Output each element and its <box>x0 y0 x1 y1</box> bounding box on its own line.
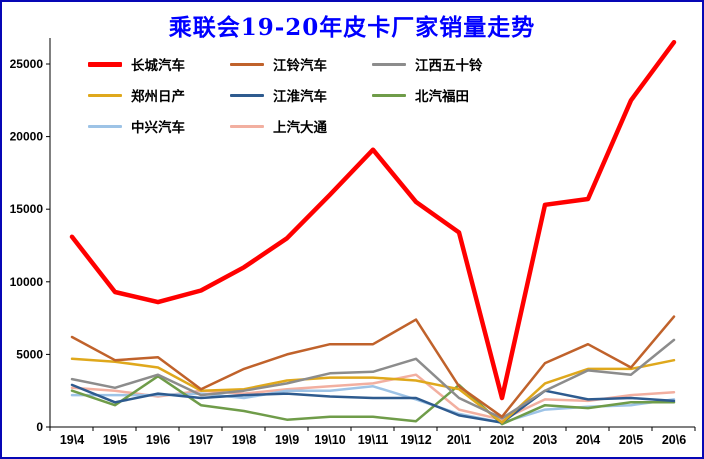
x-axis-label: 19\8 <box>232 433 256 447</box>
legend-item-shangqi-datong: 上汽大通 <box>230 116 372 136</box>
legend-item-beiqi-futian: 北汽福田 <box>372 85 522 105</box>
legend-label-zhongxing: 中兴汽车 <box>131 120 185 135</box>
x-axis-label: 20\2 <box>490 433 514 447</box>
changcheng-legend-swatch <box>88 61 122 67</box>
legend-item-zhongxing: 中兴汽车 <box>88 116 230 136</box>
x-axis-label: 19\6 <box>146 433 170 447</box>
legend-label-jianghuai: 江淮汽车 <box>273 89 327 104</box>
jianghuai-legend-swatch <box>230 93 264 97</box>
changcheng-series-line <box>69 39 677 401</box>
y-axis-label: 0 <box>36 420 43 434</box>
zhongxing-legend-swatch <box>88 124 122 128</box>
zhengzhou-richan-series-line <box>70 357 676 424</box>
y-axis-label: 5000 <box>16 347 43 361</box>
x-axis-label: 20\5 <box>619 433 643 447</box>
legend-item-jianghuai: 江淮汽车 <box>230 85 372 105</box>
legend-label-beiqi-futian: 北汽福田 <box>415 89 469 104</box>
x-axis-label: 20\6 <box>662 433 686 447</box>
y-axis-label: 10000 <box>10 275 44 289</box>
x-axis-label: 19\10 <box>314 433 345 447</box>
x-axis-label: 19\4 <box>60 433 84 447</box>
jiangxi-wushiling-series-line <box>70 338 676 420</box>
x-axis-label: 20\1 <box>447 433 471 447</box>
jianghuai-series-line <box>70 383 676 424</box>
legend-label-jiangling: 江铃汽车 <box>273 58 327 73</box>
legend-item-changcheng: 长城汽车 <box>88 54 230 74</box>
legend-item-jiangling: 江铃汽车 <box>230 54 372 74</box>
y-axis-label: 25000 <box>10 57 44 71</box>
x-axis-label: 19\12 <box>400 433 431 447</box>
chart-legend: 长城汽车 江铃汽车 江西五十铃郑州日产 江淮汽车 北汽福田中兴汽车 上汽大通 <box>88 54 522 136</box>
beiqi-futian-legend-swatch <box>372 93 406 97</box>
y-axis-label: 20000 <box>10 130 44 144</box>
legend-label-zhengzhou-richan: 郑州日产 <box>131 89 185 104</box>
jiangxi-wushiling-legend-swatch <box>372 62 406 66</box>
jiangling-legend-swatch <box>230 62 264 66</box>
legend-label-shangqi-datong: 上汽大通 <box>273 120 327 135</box>
shangqi-datong-legend-swatch <box>230 124 264 128</box>
legend-label-jiangxi-wushiling: 江西五十铃 <box>415 58 483 73</box>
legend-item-zhengzhou-richan: 郑州日产 <box>88 85 230 105</box>
x-axis-label: 20\4 <box>576 433 600 447</box>
legend-label-changcheng: 长城汽车 <box>131 58 185 73</box>
x-axis-label: 19\11 <box>358 433 389 447</box>
zhengzhou-richan-legend-swatch <box>88 93 122 97</box>
x-axis-label: 19\9 <box>275 433 299 447</box>
y-axis-label: 15000 <box>10 202 44 216</box>
beiqi-futian-series-line <box>70 374 676 426</box>
x-axis-label: 19\5 <box>103 433 127 447</box>
jiangling-series-line <box>70 315 676 419</box>
chart-title: 乘联会19-20年皮卡厂家销量走势 <box>168 14 536 41</box>
x-axis-label: 20\3 <box>533 433 557 447</box>
legend-item-jiangxi-wushiling: 江西五十铃 <box>372 54 522 74</box>
x-axis-label: 19\7 <box>189 433 213 447</box>
